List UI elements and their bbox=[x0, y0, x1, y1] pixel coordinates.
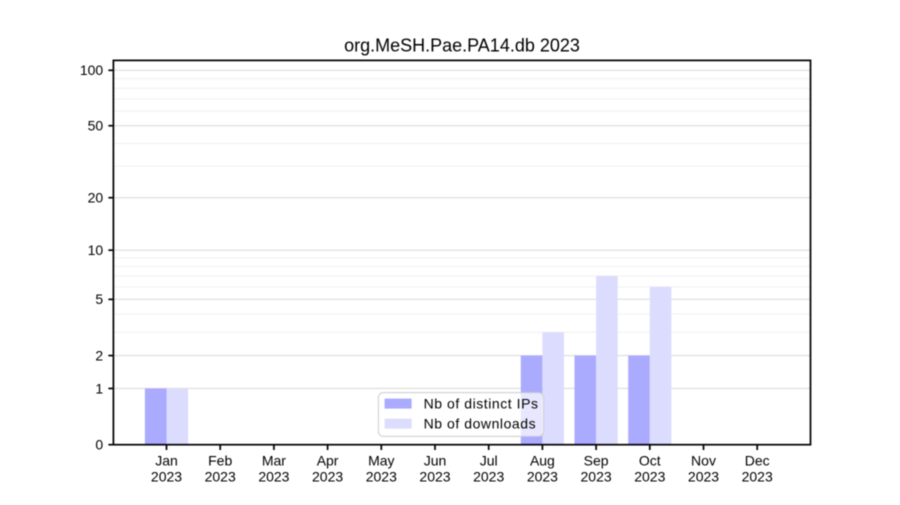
svg-text:Sep: Sep bbox=[584, 453, 609, 469]
svg-text:2023: 2023 bbox=[312, 469, 343, 485]
svg-text:Jul: Jul bbox=[480, 453, 498, 469]
svg-text:20: 20 bbox=[88, 190, 104, 206]
svg-text:Aug: Aug bbox=[530, 453, 555, 469]
svg-text:100: 100 bbox=[80, 62, 104, 78]
svg-text:5: 5 bbox=[95, 291, 103, 307]
svg-text:May: May bbox=[368, 453, 394, 469]
svg-text:2023: 2023 bbox=[688, 469, 719, 485]
svg-text:0: 0 bbox=[95, 437, 103, 453]
svg-text:2023: 2023 bbox=[742, 469, 773, 485]
svg-text:2023: 2023 bbox=[205, 469, 236, 485]
svg-text:2023: 2023 bbox=[419, 469, 450, 485]
svg-text:2023: 2023 bbox=[634, 469, 665, 485]
svg-text:Jan: Jan bbox=[155, 453, 178, 469]
svg-text:1: 1 bbox=[95, 380, 103, 396]
svg-text:Mar: Mar bbox=[262, 453, 286, 469]
svg-text:Oct: Oct bbox=[639, 453, 661, 469]
svg-text:10: 10 bbox=[88, 242, 104, 258]
svg-text:2023: 2023 bbox=[366, 469, 397, 485]
svg-text:Nb of distinct IPs: Nb of distinct IPs bbox=[424, 396, 539, 412]
svg-text:Nov: Nov bbox=[691, 453, 716, 469]
svg-text:Dec: Dec bbox=[745, 453, 770, 469]
svg-text:2: 2 bbox=[95, 347, 103, 363]
svg-text:Jun: Jun bbox=[424, 453, 447, 469]
svg-text:Feb: Feb bbox=[208, 453, 232, 469]
svg-text:2023: 2023 bbox=[527, 469, 558, 485]
svg-text:2023: 2023 bbox=[258, 469, 289, 485]
svg-text:org.MeSH.Pae.PA14.db 2023: org.MeSH.Pae.PA14.db 2023 bbox=[344, 35, 580, 55]
svg-text:Apr: Apr bbox=[317, 453, 339, 469]
svg-text:50: 50 bbox=[88, 118, 104, 134]
svg-text:Nb of downloads: Nb of downloads bbox=[424, 416, 537, 432]
svg-text:2023: 2023 bbox=[473, 469, 504, 485]
svg-text:2023: 2023 bbox=[581, 469, 612, 485]
svg-text:2023: 2023 bbox=[151, 469, 182, 485]
